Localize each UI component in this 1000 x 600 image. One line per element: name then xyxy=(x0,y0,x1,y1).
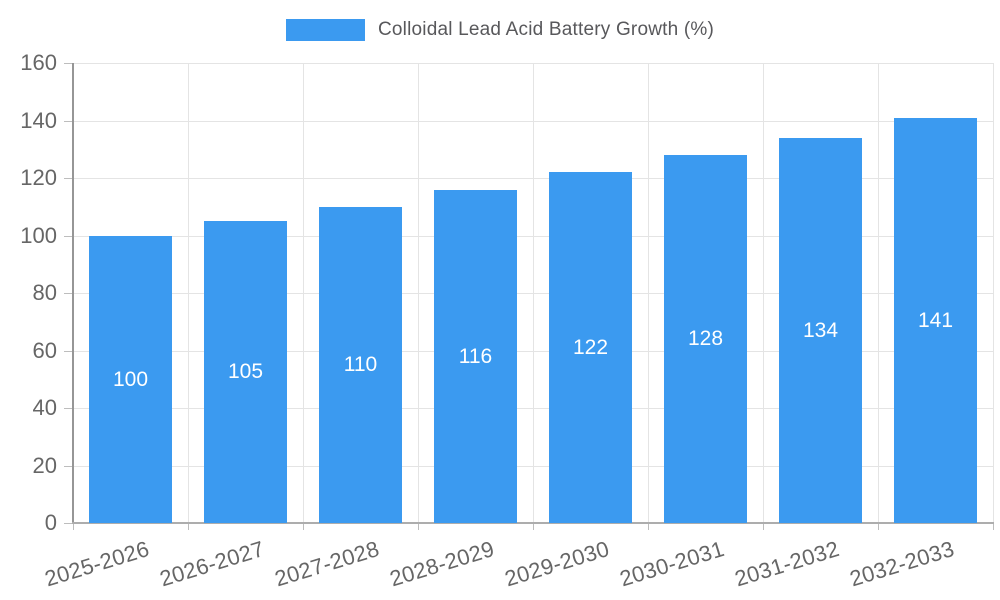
y-tick-mark xyxy=(64,63,73,64)
x-tick-mark xyxy=(73,523,74,530)
gridline-vertical xyxy=(188,63,189,523)
bar[interactable]: 100 xyxy=(89,236,172,523)
bar-value-label: 122 xyxy=(572,335,609,359)
x-axis-label: 2030-2031 xyxy=(616,536,727,592)
bar[interactable]: 134 xyxy=(779,138,862,523)
gridline-vertical xyxy=(878,63,879,523)
bar[interactable]: 122 xyxy=(549,172,632,523)
legend-swatch-icon xyxy=(285,19,365,41)
bar-value-label: 100 xyxy=(112,367,149,391)
bar-value-label: 128 xyxy=(687,327,724,350)
x-axis-label: 2032-2033 xyxy=(846,536,957,592)
x-tick-mark xyxy=(763,523,764,530)
x-axis-label: 2026-2027 xyxy=(156,536,267,592)
y-axis-label: 160 xyxy=(20,50,57,75)
y-axis-line xyxy=(72,63,74,523)
y-axis-label: 60 xyxy=(32,338,57,363)
y-axis-label: 120 xyxy=(20,165,57,190)
x-axis-label: 2031-2032 xyxy=(731,536,842,592)
bar[interactable]: 110 xyxy=(319,207,402,523)
y-tick-mark xyxy=(64,293,73,294)
bar[interactable]: 105 xyxy=(204,221,287,523)
x-tick-mark xyxy=(993,523,994,530)
y-axis-label: 40 xyxy=(32,395,57,420)
x-axis-label: 2028-2029 xyxy=(386,536,497,592)
gridline-vertical xyxy=(533,63,534,523)
bar[interactable]: 128 xyxy=(664,155,747,523)
y-tick-mark xyxy=(64,351,73,352)
bar-value-label: 110 xyxy=(343,353,378,376)
gridline-vertical xyxy=(303,63,304,523)
y-tick-mark xyxy=(64,466,73,467)
x-tick-mark xyxy=(418,523,419,530)
y-tick-mark xyxy=(64,178,73,179)
y-axis-label: 0 xyxy=(44,510,57,535)
bar-value-label: 105 xyxy=(227,360,264,383)
y-axis-label: 20 xyxy=(32,453,57,478)
legend[interactable]: Colloidal Lead Acid Battery Growth (%) xyxy=(0,19,1000,41)
x-tick-mark xyxy=(188,523,189,530)
bar-value-label: 134 xyxy=(802,318,839,342)
gridline-vertical xyxy=(993,63,994,523)
bar[interactable]: 141 xyxy=(894,118,977,523)
gridline-vertical xyxy=(763,63,764,523)
gridline-vertical xyxy=(648,63,649,523)
bar-value-label: 116 xyxy=(458,344,493,368)
y-tick-mark xyxy=(64,121,73,122)
y-tick-mark xyxy=(64,236,73,237)
y-tick-mark xyxy=(64,523,73,524)
x-axis-label: 2025-2026 xyxy=(41,536,152,592)
bar-value-label: 141 xyxy=(917,308,954,332)
x-tick-mark xyxy=(303,523,304,530)
y-axis-label: 100 xyxy=(20,223,57,248)
y-axis-label: 80 xyxy=(32,280,57,305)
gridline-vertical xyxy=(418,63,419,523)
bar[interactable]: 116 xyxy=(434,190,517,523)
x-axis-line xyxy=(72,522,994,524)
x-tick-mark xyxy=(648,523,649,530)
x-axis-label: 2027-2028 xyxy=(271,536,382,592)
y-tick-mark xyxy=(64,408,73,409)
x-axis-label: 2029-2030 xyxy=(501,536,612,592)
y-axis-label: 140 xyxy=(20,108,57,133)
x-tick-mark xyxy=(878,523,879,530)
x-tick-mark xyxy=(533,523,534,530)
legend-label: Colloidal Lead Acid Battery Growth (%) xyxy=(377,19,715,40)
